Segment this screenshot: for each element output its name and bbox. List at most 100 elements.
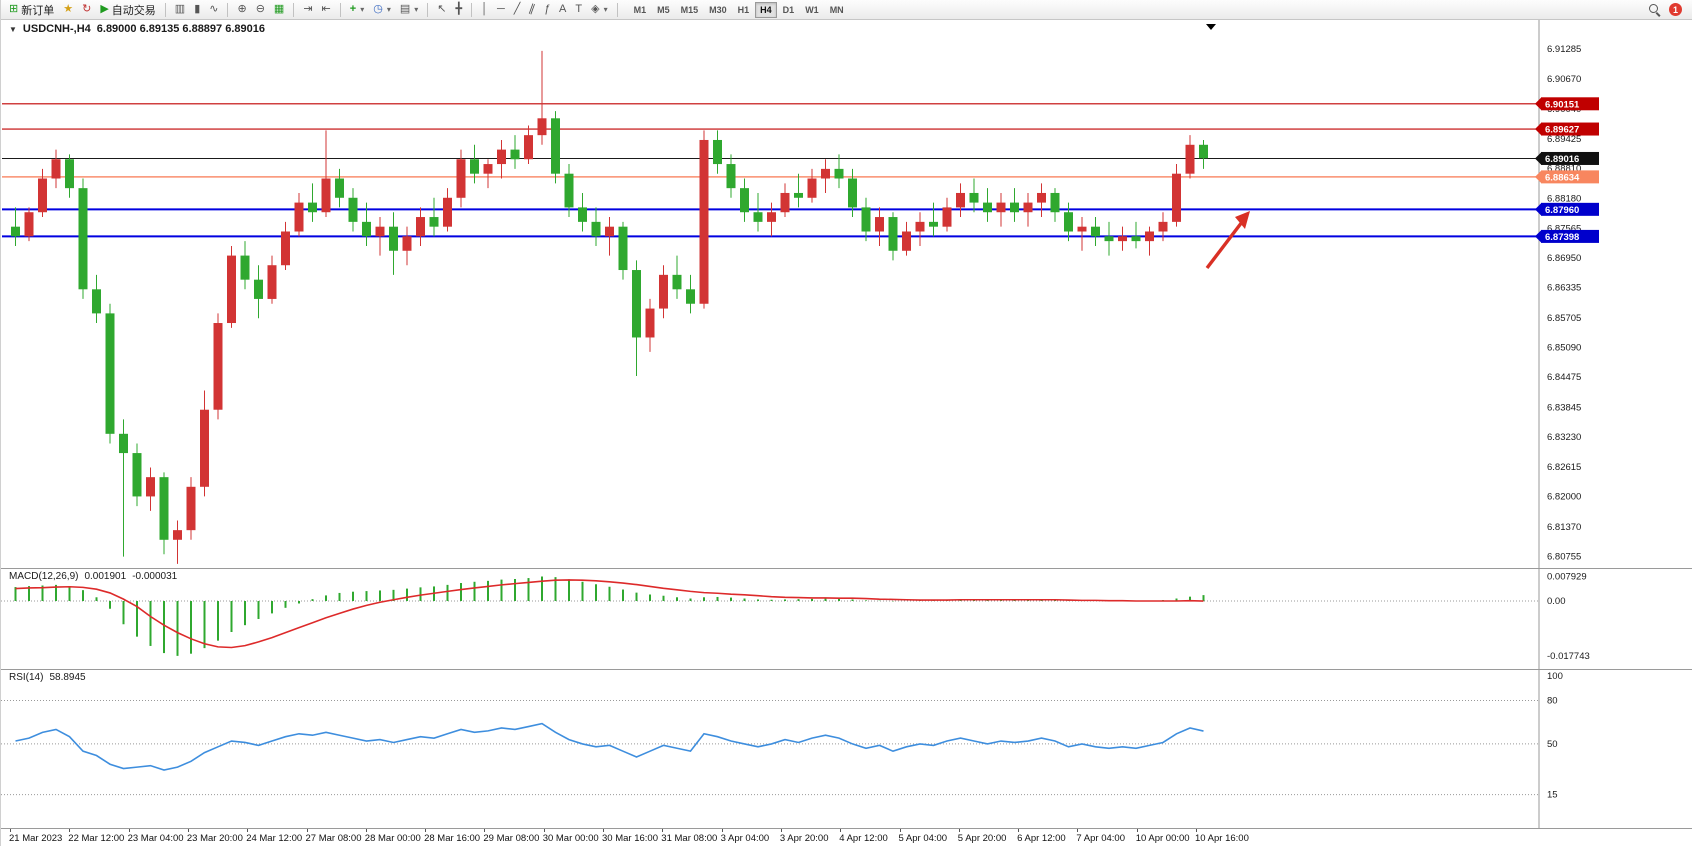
main-chart-canvas[interactable]: 6.912856.906706.900406.894256.888106.881… (1, 20, 1692, 568)
rsi-scale-label: 80 (1547, 695, 1558, 706)
candle (24, 207, 34, 242)
bar-chart-button[interactable]: ▥ (171, 1, 189, 19)
tile-windows-button[interactable]: ▦ (270, 1, 288, 19)
crosshair-tool-button[interactable]: ╋ (451, 1, 466, 19)
shapes-tool-button[interactable]: ◈ ▾ (587, 1, 611, 19)
candle (753, 192, 763, 232)
candle (11, 207, 20, 246)
candle (659, 265, 668, 319)
autotrade-label: 自动交易 (111, 4, 156, 17)
line-chart-icon: ∿ (209, 3, 219, 15)
time-tick (543, 829, 545, 832)
time-label: 10 Apr 00:00 (1135, 833, 1190, 844)
timeframe-button-W1[interactable]: W1 (800, 2, 824, 18)
channel-tool-button[interactable]: ∥ (525, 1, 539, 19)
auto-scroll-button[interactable]: ⇥ (299, 1, 316, 19)
chart-shift-button[interactable]: ⇤ (318, 1, 335, 19)
toolbar-separator (427, 2, 429, 17)
zoom-out-button[interactable]: ⊖ (252, 1, 269, 19)
annotation-arrow[interactable] (1205, 211, 1250, 270)
candle (389, 212, 398, 275)
candle (956, 183, 965, 218)
templates-button[interactable]: ▤ ▾ (396, 1, 422, 19)
time-tick (1196, 829, 1197, 832)
search-icon[interactable] (1648, 3, 1661, 16)
candle (888, 212, 898, 261)
candle (1199, 139, 1208, 169)
timeframe-button-M5[interactable]: M5 (652, 2, 675, 18)
time-tick (662, 829, 664, 832)
text-label-tool-button[interactable]: T (571, 1, 586, 19)
vertical-line-icon: │ (481, 3, 488, 15)
timeframe-button-D1[interactable]: D1 (778, 2, 800, 18)
time-tick (484, 829, 486, 832)
candle (456, 149, 466, 208)
clock-icon: ◷ (373, 3, 383, 15)
text-tool-button[interactable]: A (555, 1, 570, 19)
timeframe-button-M30[interactable]: M30 (704, 2, 732, 18)
trendline-tool-button[interactable]: ╱ (510, 1, 525, 19)
price-tag-6.88634: 6.88634 (1535, 170, 1599, 184)
cursor-tool-button[interactable]: ↖ (433, 1, 450, 19)
horizontal-line-tool-button[interactable]: ─ (493, 1, 509, 19)
panel-divider[interactable] (1, 669, 1692, 670)
macd-canvas[interactable]: 0.007929 0.00 -0.017743 (1, 569, 1692, 669)
panel-divider[interactable] (1, 568, 1692, 569)
candle (1118, 226, 1127, 251)
refresh-icon: ↻ (82, 3, 92, 15)
autotrade-button[interactable]: ▶ 自动交易 (96, 1, 159, 19)
notification-badge[interactable]: 1 (1669, 3, 1682, 16)
line-chart-button[interactable]: ∿ (205, 1, 222, 19)
chart-title: ▼ USDCNH-,H4 6.89000 6.89135 6.88897 6.8… (9, 23, 265, 35)
periods-button[interactable]: ◷ ▾ (369, 1, 395, 19)
candle (848, 168, 857, 218)
fibonacci-tool-button[interactable]: ƒ (540, 1, 554, 19)
time-label: 28 Mar 16:00 (424, 833, 481, 844)
candle (821, 159, 830, 193)
candle (1077, 217, 1087, 251)
time-tick (1018, 829, 1020, 832)
svg-text:6.90151: 6.90151 (1545, 99, 1580, 110)
macd-histogram (14, 576, 1205, 656)
symbol-dropdown-icon[interactable]: ▼ (9, 24, 17, 34)
candle (1050, 188, 1060, 222)
price-tag-6.89627: 6.89627 (1535, 122, 1599, 136)
rsi-canvas[interactable]: 100 80 50 15 (1, 670, 1692, 828)
toolbar: ⊞ 新订单 ★ ↻ ▶ 自动交易 ▥ ▮ ∿ ⊕ ⊖ ▦ ⇥ ⇤ + ▾ ◷ ▾ ▤… (1, 0, 1692, 20)
svg-text:6.88810: 6.88810 (1547, 163, 1581, 174)
auto-scroll-icon: ⇥ (303, 3, 313, 15)
candle (92, 274, 101, 324)
candle (159, 472, 169, 555)
timeframe-button-H4[interactable]: H4 (755, 1, 777, 18)
rsi-label: RSI(14) 58.8945 (9, 672, 86, 683)
metaeditor-button[interactable]: ★ (59, 1, 77, 19)
svg-text:6.85705: 6.85705 (1547, 313, 1581, 324)
timeframe-button-H1[interactable]: H1 (733, 2, 755, 18)
price-scale[interactable]: 6.912856.906706.900406.894256.888106.881… (1547, 44, 1581, 562)
time-axis[interactable]: 21 Mar 2023 22 Mar 12:00 23 Mar 04:00 23 Ma… (1, 829, 1692, 846)
candlestick-button[interactable]: ▮ (190, 1, 204, 19)
shapes-icon: ◈ (591, 3, 600, 15)
zoom-out-icon: ⊖ (255, 3, 265, 15)
panel-divider[interactable] (1, 828, 1692, 829)
indicators-button[interactable]: + ▾ (346, 1, 368, 19)
refresh-button[interactable]: ↻ (78, 1, 95, 19)
chart-shift-marker[interactable] (1206, 24, 1216, 30)
candlestick-icon: ▮ (194, 3, 201, 15)
candle (1010, 188, 1019, 222)
candle (996, 192, 1006, 227)
timeframe-button-M15[interactable]: M15 (676, 2, 704, 18)
time-tick (840, 829, 842, 832)
candle (497, 139, 506, 179)
timeframe-button-M1[interactable]: M1 (629, 2, 652, 18)
time-label: 3 Apr 20:00 (779, 833, 829, 844)
vertical-line-tool-button[interactable]: │ (477, 1, 492, 19)
svg-text:6.85090: 6.85090 (1547, 343, 1581, 354)
time-label: 24 Mar 12:00 (246, 833, 303, 844)
new-order-button[interactable]: ⊞ 新订单 (5, 1, 58, 19)
price-tag-6.89016: 6.89016 (1535, 151, 1599, 165)
timeframe-button-MN[interactable]: MN (825, 2, 849, 18)
candle (200, 390, 209, 497)
zoom-in-button[interactable]: ⊕ (233, 1, 250, 19)
time-tick (780, 829, 782, 832)
